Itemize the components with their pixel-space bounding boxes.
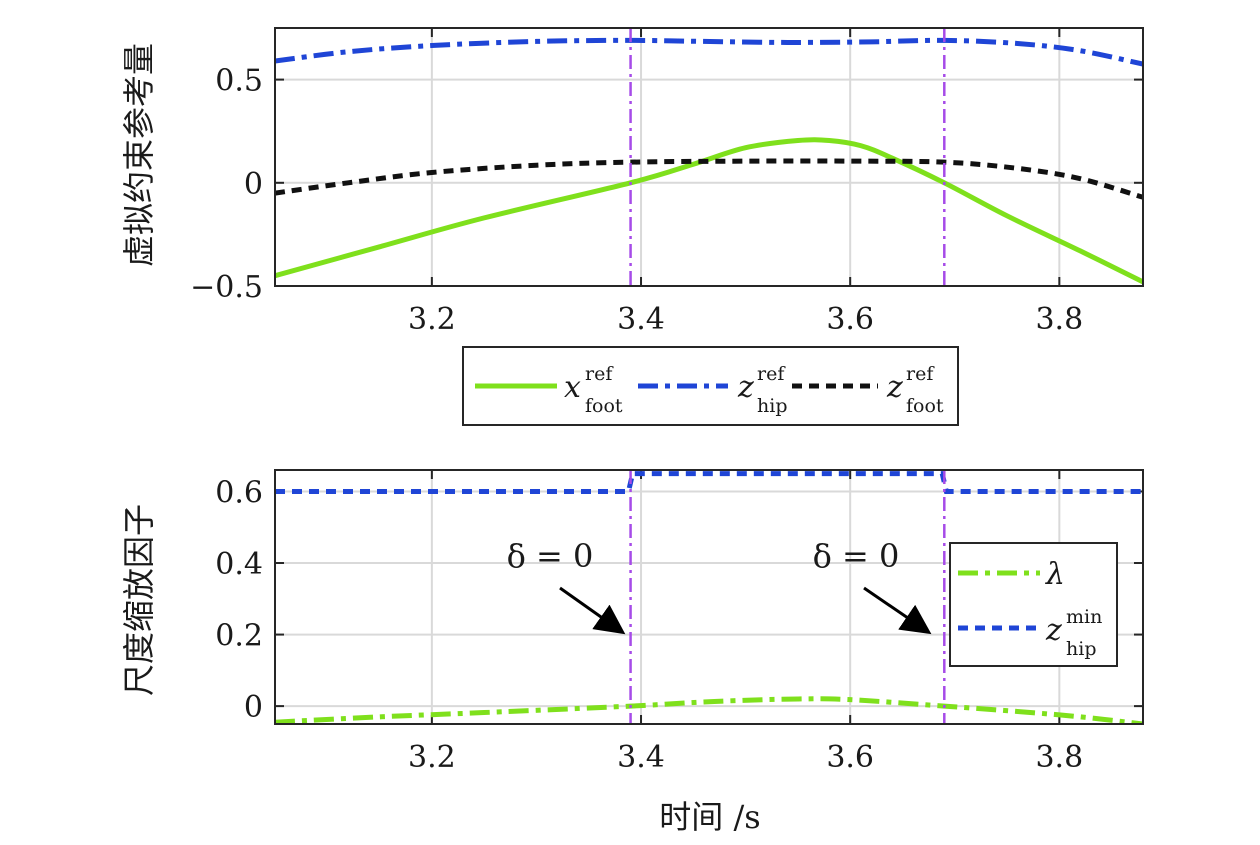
bottom-x-tick-labels: 3.2 3.4 3.6 3.8 [408,740,1083,775]
bottom-y-axis-label: 尺度缩放因子 [120,504,158,696]
bottom-vlines [629,470,946,724]
legend-label-z-hip-min-sub: hip [1066,638,1096,660]
top-plot-frame [274,27,1144,287]
bot-y-tick-label: 0.6 [215,475,263,510]
bot-x-tick-label: 3.6 [826,740,874,775]
annotation-delta-1: δ = 0 [507,537,594,575]
bottom-chart: 3.2 3.4 3.6 3.8 0 0.2 0.4 0.6 尺度缩放因子 时间 /s δ =… [120,469,1144,836]
annotation-arrow-1 [559,586,626,635]
legend-label-z-foot-ref: z [886,370,903,405]
top-series-line-1 [275,37,1143,67]
bot-series-line-1 [275,471,1143,494]
bottom-plot-frame [274,469,1144,725]
annotation-arrow-2 [863,586,932,635]
top-y-tick-label: 0.5 [215,64,263,99]
bottom-grid [275,470,1143,724]
legend-label-z-hip-ref-sub: hip [757,395,787,417]
bottom-legend: λ z min hip [949,542,1118,667]
bot-x-tick-label: 3.4 [617,740,665,775]
top-y-axis-label: 虚拟约束参考量 [120,43,158,267]
annotation-delta-2: δ = 0 [813,537,900,575]
top-y-tick-label: 0 [244,167,263,202]
legend-label-lambda: λ [1045,557,1065,592]
legend-label-x-foot-ref: x [564,370,581,405]
bot-x-tick-label: 3.2 [408,740,456,775]
legend-label-z-foot-ref-sup: ref [906,363,935,385]
top-chart: 3.2 3.4 3.6 3.8 −0.5 0 0.5 虚拟约束参考量 x ref foot… [120,27,1144,426]
top-series-line-0 [275,137,1143,285]
bot-x-tick-label: 3.8 [1035,740,1083,775]
top-x-tick-label: 3.8 [1035,302,1083,337]
top-series-line-2 [275,158,1143,200]
bot-series-line-0 [275,696,1143,724]
bottom-legend-box [949,542,1118,667]
legend-label-z-foot-ref-sub: foot [906,395,944,417]
bottom-series [275,471,1143,724]
bot-y-tick-label: 0.2 [215,619,263,654]
legend-label-x-foot-ref-sup: ref [585,363,614,385]
top-x-tick-label: 3.4 [617,302,665,337]
bot-y-tick-label: 0.4 [215,547,263,582]
bottom-x-axis-label: 时间 /s [659,798,760,836]
top-series [275,37,1143,285]
top-x-tick-labels: 3.2 3.4 3.6 3.8 [408,302,1083,337]
legend-label-z-hip-ref-sup: ref [757,363,786,385]
bot-y-tick-label: 0 [244,690,263,725]
top-vlines [629,28,946,286]
legend-label-z-hip-ref: z [737,370,754,405]
legend-label-z-hip-min-sup: min [1066,606,1102,628]
legend-label-x-foot-ref-sub: foot [585,395,623,417]
top-y-tick-label: −0.5 [190,270,263,305]
bottom-y-tick-labels: 0 0.2 0.4 0.6 [215,475,263,725]
top-x-tick-label: 3.2 [408,302,456,337]
top-x-tick-label: 3.6 [826,302,874,337]
legend-label-z-hip-min: z [1045,613,1062,648]
top-legend: x ref foot z ref hip z ref foot [462,346,959,426]
top-y-tick-labels: −0.5 0 0.5 [190,64,263,305]
